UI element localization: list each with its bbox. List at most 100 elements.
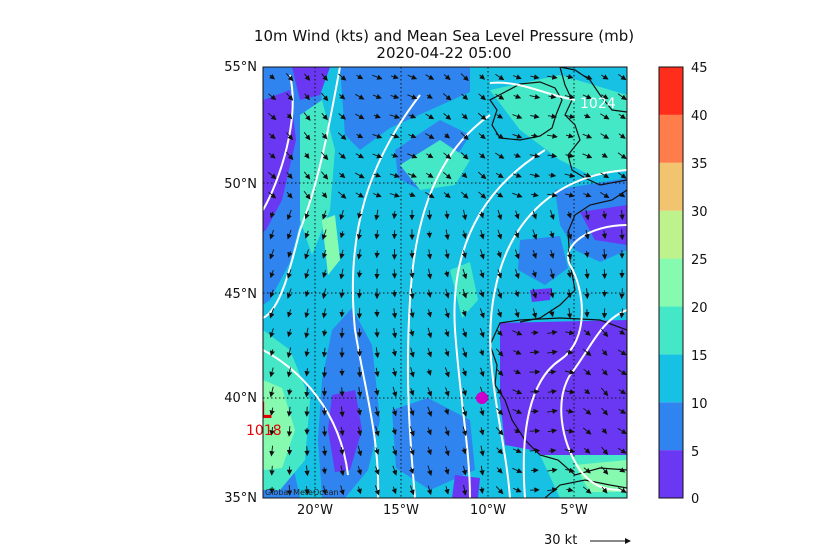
wind-arrow	[409, 269, 415, 279]
wind-arrow	[339, 93, 346, 100]
wind-arrow	[339, 426, 345, 436]
wind-arrow	[497, 229, 503, 240]
wind-arrow	[514, 230, 520, 239]
lon-label: 5°W	[560, 503, 588, 518]
wind-arrow	[549, 268, 555, 280]
wind-arrow	[583, 172, 592, 178]
wind-arrow	[600, 466, 609, 475]
wind-arrow	[269, 269, 275, 279]
wind-arrow	[409, 288, 415, 300]
wind-arrow	[286, 172, 293, 179]
graticule	[263, 67, 627, 498]
wind-arrow	[462, 406, 468, 417]
wind-arrow	[514, 308, 520, 318]
wind-arrow	[530, 113, 540, 119]
wind-arrow	[617, 369, 627, 376]
wind-arrow	[618, 74, 627, 81]
wind-arrow	[408, 191, 416, 197]
wind-arrow	[600, 133, 610, 139]
wind-arrow	[356, 270, 363, 278]
wind-arrow	[269, 386, 275, 398]
wind-arrow	[408, 113, 417, 119]
wind-arrow	[601, 368, 608, 376]
wind-arrow	[529, 172, 541, 179]
wind-arrow	[374, 209, 380, 221]
wind-arrow	[374, 230, 380, 240]
wind-arrow	[565, 192, 575, 198]
wind-arrow	[496, 250, 502, 258]
wind-arrow	[479, 308, 485, 319]
wind-arrow	[564, 94, 575, 100]
wind-arrow	[601, 486, 608, 494]
longitude-labels: 20°W 15°W 10°W 5°W	[297, 503, 588, 518]
wind-arrow	[514, 210, 520, 220]
wind-arrow	[531, 270, 537, 278]
wind-arrow	[322, 329, 328, 337]
wind-arrow	[390, 74, 399, 80]
wind-arrow	[391, 348, 397, 357]
wind-arrow	[407, 94, 418, 100]
wind-arrow	[443, 113, 452, 120]
wind-arrow	[374, 347, 380, 359]
wind-arrow	[461, 368, 467, 377]
wind-arrow	[372, 94, 382, 100]
wind-arrow	[548, 448, 557, 454]
wind-arrow	[409, 485, 415, 496]
wind-arrow	[566, 74, 574, 80]
wind-arrow	[374, 250, 380, 259]
map-area: 1024 L Global MeteOcean	[263, 67, 627, 498]
wind-arrow	[531, 133, 539, 139]
wind-arrow	[409, 329, 415, 337]
wind-arrow	[304, 486, 310, 495]
colorbar-tick-label: 5	[691, 445, 699, 460]
wind-arrow	[304, 386, 310, 398]
wind-arrow	[462, 268, 468, 280]
wind-arrow	[337, 132, 347, 140]
wind-arrow	[566, 249, 573, 260]
wind-arrow	[461, 113, 468, 120]
wind-arrow	[269, 289, 275, 298]
wind-arrow	[583, 407, 592, 415]
wind-arrow	[565, 152, 575, 159]
wind-arrow	[618, 408, 627, 414]
wind-arrow	[392, 465, 398, 476]
wind-arrow	[391, 407, 398, 417]
wind-arrow	[389, 192, 400, 198]
wind-arrow	[461, 172, 468, 179]
wind-arrow	[601, 428, 608, 435]
wind-arrow	[269, 249, 275, 260]
wind-arrow	[339, 485, 345, 496]
wind-arrow	[286, 426, 293, 437]
wind-arrow	[339, 309, 345, 318]
wind-arrow	[566, 349, 574, 355]
wind-arrow	[444, 210, 450, 220]
wind-arrow	[529, 94, 541, 100]
wind-arrow	[619, 467, 626, 473]
wind-arrow	[391, 211, 398, 220]
wind-arrow	[566, 487, 574, 493]
wind-arrow	[444, 308, 450, 319]
wind-arrow	[495, 93, 505, 100]
wind-arrow	[460, 191, 469, 199]
wind-arrow	[512, 408, 523, 414]
wind-arrow	[549, 309, 555, 318]
wind-arrow	[374, 485, 380, 496]
wind-arrow	[304, 249, 310, 260]
lat-label: 55°N	[224, 60, 257, 75]
wind-arrow	[442, 171, 452, 180]
wind-arrow	[566, 229, 573, 240]
wind-arrow	[267, 112, 277, 121]
wind-arrow	[321, 366, 328, 378]
wind-arrow	[549, 230, 555, 239]
wind-arrow	[461, 328, 468, 338]
wind-arrow	[268, 191, 277, 199]
wind-arrow	[356, 367, 363, 378]
wind-arrow	[338, 152, 346, 159]
wind-arrow	[391, 327, 398, 339]
wind-arrow	[321, 132, 328, 140]
wind-arrow	[286, 347, 293, 358]
wind-arrow	[529, 447, 541, 454]
wind-arrow	[339, 387, 345, 397]
wind-arrow	[460, 132, 469, 141]
colorbar-segment	[659, 258, 683, 307]
